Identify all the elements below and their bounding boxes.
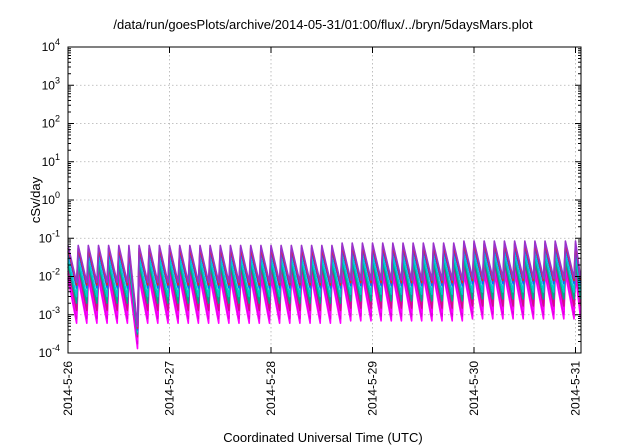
series-group [67, 240, 582, 350]
x-tick-label: 2014-5-30 [467, 361, 481, 416]
y-tick-label: 10-4 [39, 343, 60, 360]
x-tick-label: 2014-5-26 [61, 361, 75, 416]
series-line [67, 240, 582, 328]
y-tick-label: 10-3 [39, 305, 60, 322]
x-axis-label: Coordinated Universal Time (UTC) [223, 430, 422, 445]
y-axis-label: cSv/day [28, 176, 43, 223]
x-tick-label: 2014-5-28 [264, 361, 278, 416]
y-tick-label: 10-1 [39, 228, 60, 245]
y-tick-label: 100 [42, 190, 60, 207]
y-tick-label: 104 [42, 37, 60, 54]
chart-title: /data/run/goesPlots/archive/2014-05-31/0… [113, 17, 533, 32]
y-tick-label: 103 [42, 75, 60, 92]
y-tick-label: 101 [42, 152, 60, 169]
x-tick-label: 2014-5-31 [569, 361, 583, 416]
y-tick-label: 102 [42, 114, 60, 131]
x-tick-label: 2014-5-27 [163, 361, 177, 416]
y-tick-label: 10-2 [39, 267, 60, 284]
y-tick-labels: 10-4 10-3 10-2 10-1 100 101 102 103 104 [39, 37, 60, 360]
x-tick-labels: 2014-5-26 2014-5-27 2014-5-28 2014-5-29 2014… [61, 361, 583, 416]
x-tick-label: 2014-5-29 [366, 361, 380, 416]
axis-ticks [67, 46, 581, 354]
